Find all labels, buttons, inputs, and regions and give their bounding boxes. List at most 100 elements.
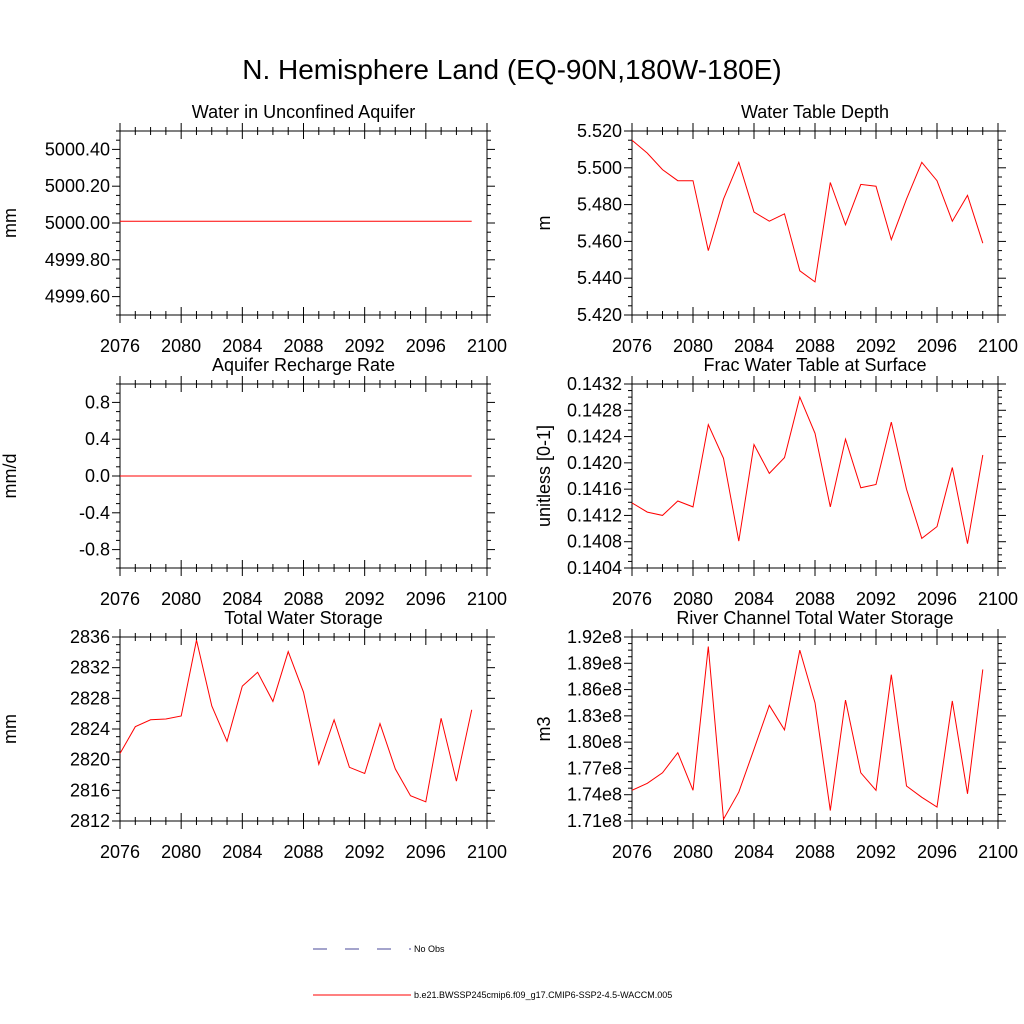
x-tick-label: 2088 xyxy=(795,842,835,862)
x-tick-label: 2080 xyxy=(161,336,201,356)
y-tick-label: -0.8 xyxy=(79,540,110,560)
x-tick-label: 2100 xyxy=(978,336,1018,356)
chart-panel-1: Water in Unconfined Aquifer mm 2076 2080 208… xyxy=(0,102,507,356)
x-tick-label: 2096 xyxy=(917,589,957,609)
y-tick-label: 5.420 xyxy=(577,305,622,325)
y-tick-label: 0.1404 xyxy=(567,558,622,578)
y-tick-label: 5000.00 xyxy=(45,213,110,233)
x-tick-label: 2076 xyxy=(100,589,140,609)
y-axis-label: unitless [0-1] xyxy=(534,425,554,527)
x-tick-label: 2084 xyxy=(222,336,262,356)
x-tick-label: 2080 xyxy=(161,842,201,862)
chart-title: Frac Water Table at Surface xyxy=(703,355,926,375)
y-axis-label: mm xyxy=(0,714,20,744)
y-tick-label: 2828 xyxy=(70,688,110,708)
y-tick-label: 0.1416 xyxy=(567,479,622,499)
y-tick-label: 1.92e8 xyxy=(567,627,622,647)
x-tick-label: 2076 xyxy=(612,589,652,609)
x-tick-label: 2092 xyxy=(345,336,385,356)
chart-panel-6: River Channel Total Water Storage m3 2076 2… xyxy=(534,608,1018,862)
x-tick-label: 2100 xyxy=(467,336,507,356)
y-tick-label: 0.1412 xyxy=(567,505,622,525)
x-tick-label: 2088 xyxy=(283,336,323,356)
x-tick-label: 2084 xyxy=(222,589,262,609)
plot-frame xyxy=(119,130,488,316)
x-tick-label: 2076 xyxy=(612,336,652,356)
y-tick-label: 2824 xyxy=(70,719,110,739)
y-tick-label: 2816 xyxy=(70,780,110,800)
y-tick-label: 1.74e8 xyxy=(567,785,622,805)
plot-frame xyxy=(119,636,488,822)
y-tick-label: 5.500 xyxy=(577,158,622,178)
chart-title: Water Table Depth xyxy=(741,102,889,122)
y-tick-label: 5.520 xyxy=(577,121,622,141)
y-tick-label: 4999.80 xyxy=(45,250,110,270)
chart-panel-2: Water Table Depth m 2076 2080 2084 2088 2092 20… xyxy=(534,102,1018,356)
y-tick-label: 5.480 xyxy=(577,195,622,215)
x-tick-label: 2092 xyxy=(856,336,896,356)
x-tick-label: 2080 xyxy=(161,589,201,609)
x-tick-label: 2076 xyxy=(100,842,140,862)
y-tick-label: 2820 xyxy=(70,750,110,770)
y-tick-label: 1.83e8 xyxy=(567,706,622,726)
y-tick-label: 0.1420 xyxy=(567,453,622,473)
series-line xyxy=(119,639,473,803)
y-tick-label: 1.71e8 xyxy=(567,811,622,831)
chart-panel-5: Total Water Storage mm 2076 2080 2084 2088 209… xyxy=(0,608,507,862)
chart-panel-4: Frac Water Table at Surface unitless [0-1… xyxy=(534,355,1018,609)
x-tick-label: 2088 xyxy=(795,589,835,609)
x-tick-label: 2092 xyxy=(345,589,385,609)
y-tick-label: 5000.20 xyxy=(45,176,110,196)
y-tick-label: 1.86e8 xyxy=(567,680,622,700)
x-tick-label: 2096 xyxy=(917,336,957,356)
y-tick-label: 1.80e8 xyxy=(567,732,622,752)
x-tick-label: 2092 xyxy=(856,842,896,862)
chart-title: River Channel Total Water Storage xyxy=(676,608,953,628)
x-tick-label: 2076 xyxy=(612,842,652,862)
x-tick-label: 2076 xyxy=(100,336,140,356)
x-tick-label: 2080 xyxy=(673,589,713,609)
y-tick-label: 2836 xyxy=(70,627,110,647)
y-tick-label: 2832 xyxy=(70,658,110,678)
y-tick-label: 0.8 xyxy=(85,392,110,412)
y-tick-label: 4999.60 xyxy=(45,287,110,307)
y-tick-label: 5.460 xyxy=(577,231,622,251)
chart-title: Total Water Storage xyxy=(224,608,382,628)
series-line xyxy=(631,139,984,283)
y-axis-label: mm/d xyxy=(0,454,20,499)
x-tick-label: 2080 xyxy=(673,336,713,356)
x-tick-label: 2096 xyxy=(406,336,446,356)
legend: No Obs b.e21.BWSSP245cmip6.f09_g17.CMIP6-… xyxy=(313,944,672,1000)
plot-frame xyxy=(631,130,999,316)
series-line xyxy=(631,395,984,544)
x-tick-label: 2096 xyxy=(406,589,446,609)
y-tick-label: 1.77e8 xyxy=(567,758,622,778)
chart-panel-3: Aquifer Recharge Rate mm/d 2076 2080 2084 208… xyxy=(0,355,507,609)
x-tick-label: 2084 xyxy=(734,842,774,862)
x-tick-label: 2092 xyxy=(856,589,896,609)
y-tick-label: 0.4 xyxy=(85,429,110,449)
x-tick-label: 2088 xyxy=(283,589,323,609)
y-tick-label: 5.440 xyxy=(577,268,622,288)
y-tick-label: 5000.40 xyxy=(45,139,110,159)
y-tick-label: 0.1432 xyxy=(567,374,622,394)
y-tick-label: 2812 xyxy=(70,811,110,831)
x-tick-label: 2088 xyxy=(283,842,323,862)
y-tick-label: 1.89e8 xyxy=(567,653,622,673)
x-tick-label: 2088 xyxy=(795,336,835,356)
y-tick-label: 0.1428 xyxy=(567,400,622,420)
x-tick-label: 2084 xyxy=(734,589,774,609)
y-tick-label: 0.1424 xyxy=(567,427,622,447)
legend-model-label: b.e21.BWSSP245cmip6.f09_g17.CMIP6-SSP2-4… xyxy=(414,990,672,1000)
y-tick-label: 0.1408 xyxy=(567,532,622,552)
x-tick-label: 2084 xyxy=(222,842,262,862)
x-tick-label: 2092 xyxy=(345,842,385,862)
chart-title: Water in Unconfined Aquifer xyxy=(192,102,415,122)
x-tick-label: 2100 xyxy=(467,842,507,862)
y-axis-label: m3 xyxy=(534,716,554,741)
y-axis-label: m xyxy=(534,216,554,231)
plot-frame xyxy=(631,383,999,569)
x-tick-label: 2100 xyxy=(978,842,1018,862)
x-tick-label: 2080 xyxy=(673,842,713,862)
x-tick-label: 2100 xyxy=(467,589,507,609)
